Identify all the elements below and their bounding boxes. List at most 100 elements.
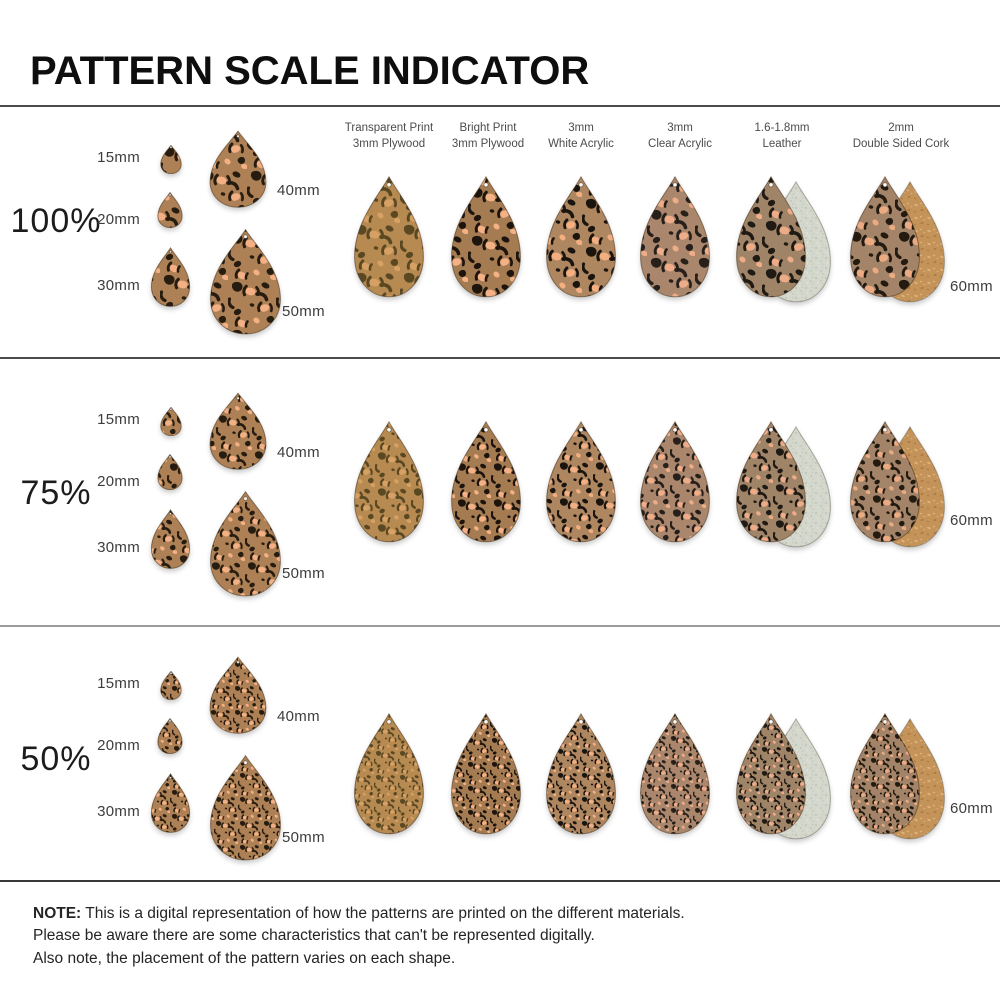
hanging-hole [578, 427, 584, 433]
hanging-hole [578, 719, 584, 725]
scale-row-75pct: 75% 15mm 20mm [0, 358, 1000, 626]
note-line-3: Also note, the placement of the pattern … [33, 949, 456, 967]
teardrop-50pct-double-sided-cork-60mm [850, 712, 945, 840]
hanging-hole [578, 182, 584, 188]
hanging-hole [882, 427, 888, 433]
teardrop-50pct-15mm [160, 671, 182, 700]
note-label: NOTE: [33, 905, 82, 922]
teardrop-75pct-40mm [209, 392, 267, 470]
teardrop-front-face [850, 712, 920, 835]
teardrop-front-face [546, 712, 616, 835]
hanging-hole [483, 427, 489, 433]
teardrop-front-face [850, 420, 920, 543]
size-label-100pct-30mm: 30mm [97, 277, 140, 294]
size-label-75pct-40mm: 40mm [277, 444, 320, 461]
size-label-75pct-60mm: 60mm [950, 512, 993, 529]
hanging-hole [768, 182, 774, 188]
teardrop-50pct-leather-60mm [736, 712, 831, 840]
teardrop-75pct-bright-print-3mm-plywood-60mm [451, 420, 521, 543]
size-label-100pct-40mm: 40mm [277, 182, 320, 199]
hanging-hole [672, 719, 678, 725]
size-label-75pct-50mm: 50mm [282, 565, 325, 582]
scale-row-100pct: 100% 15mm 20mm [0, 106, 1000, 358]
teardrop-50pct-20mm [157, 718, 183, 754]
hanging-hole [168, 776, 172, 780]
hanging-hole [386, 427, 392, 433]
teardrop-front-face [546, 175, 616, 298]
size-label-50pct-60mm: 60mm [950, 800, 993, 817]
divider-row2-row3 [0, 625, 1000, 627]
teardrop-front-face [850, 175, 920, 298]
teardrop-front-face [354, 420, 424, 543]
hanging-hole [768, 427, 774, 433]
size-label-50pct-40mm: 40mm [277, 708, 320, 725]
teardrop-front-face [640, 175, 710, 298]
hanging-hole [243, 496, 248, 501]
teardrop-front-face [451, 712, 521, 835]
size-label-75pct-20mm: 20mm [97, 473, 140, 490]
hanging-hole [236, 660, 240, 664]
teardrop-50pct-3mm-clear-acrylic-60mm [640, 712, 710, 835]
size-label-75pct-15mm: 15mm [97, 411, 140, 428]
size-label-50pct-15mm: 15mm [97, 675, 140, 692]
teardrop-front-face [160, 671, 182, 700]
teardrop-front-face [150, 773, 191, 833]
hanging-hole [168, 193, 172, 197]
hanging-hole [169, 671, 173, 675]
teardrop-front-face [354, 712, 424, 835]
teardrop-75pct-leather-60mm [736, 420, 831, 548]
divider-top [0, 105, 1000, 107]
teardrop-100pct-20mm [157, 192, 183, 228]
teardrop-50pct-bright-print-3mm-plywood-60mm [451, 712, 521, 835]
material-label-3mm-clear-acrylic: 3mm Clear Acrylic [648, 122, 712, 150]
note-line-2: Please be aware there are some character… [33, 927, 595, 945]
teardrop-50pct-3mm-white-acrylic-60mm [546, 712, 616, 835]
hanging-hole [169, 407, 173, 411]
material-label-double-sided-cork: 2mm Double Sided Cork [852, 122, 950, 150]
hanging-hole [168, 512, 172, 516]
hanging-hole [483, 719, 489, 725]
hanging-hole [243, 234, 248, 239]
hanging-hole [168, 250, 172, 254]
divider-row1-row2 [0, 357, 1000, 359]
scale-percent-label-50pct: 50% [20, 740, 92, 778]
hanging-hole [243, 760, 248, 765]
size-label-100pct-20mm: 20mm [97, 211, 140, 228]
teardrop-front-face [736, 175, 806, 298]
size-label-50pct-50mm: 50mm [282, 829, 325, 846]
teardrop-75pct-30mm [150, 509, 191, 569]
hanging-hole [483, 182, 489, 188]
teardrop-front-face [157, 454, 183, 490]
teardrop-front-face [150, 247, 191, 307]
teardrop-75pct-double-sided-cork-60mm [850, 420, 945, 548]
size-label-50pct-20mm: 20mm [97, 737, 140, 754]
teardrop-front-face [210, 228, 281, 335]
teardrop-front-face [209, 130, 267, 208]
teardrop-100pct-3mm-white-acrylic-60mm [546, 175, 616, 298]
teardrop-75pct-transparent-print-3mm-plywood-60mm [354, 420, 424, 543]
size-label-100pct-15mm: 15mm [97, 149, 140, 166]
teardrop-100pct-transparent-print-3mm-plywood-60mm [354, 175, 424, 298]
size-label-75pct-30mm: 30mm [97, 539, 140, 556]
material-label-3mm-white-acrylic: 3mm White Acrylic [548, 122, 614, 150]
teardrop-100pct-leather-60mm [736, 175, 831, 303]
divider-bottom [0, 880, 1000, 882]
scale-percent-label-75pct: 75% [20, 474, 92, 512]
hanging-hole [672, 182, 678, 188]
teardrop-front-face [210, 490, 281, 597]
teardrop-front-face [210, 754, 281, 861]
note-block: NOTE: This is a digital representation o… [33, 903, 953, 970]
size-label-100pct-60mm: 60mm [950, 278, 993, 295]
teardrop-front-face [736, 712, 806, 835]
note-line-1: NOTE: This is a digital representation o… [33, 905, 685, 922]
teardrop-50pct-40mm [209, 656, 267, 734]
teardrop-75pct-3mm-white-acrylic-60mm [546, 420, 616, 543]
size-label-100pct-50mm: 50mm [282, 303, 325, 320]
material-label-leather: 1.6-1.8mm Leather [754, 122, 810, 150]
hanging-hole [882, 719, 888, 725]
teardrop-front-face [736, 420, 806, 543]
page-title: PATTERN SCALE INDICATOR [30, 48, 590, 93]
teardrop-front-face [640, 420, 710, 543]
teardrop-100pct-bright-print-3mm-plywood-60mm [451, 175, 521, 298]
